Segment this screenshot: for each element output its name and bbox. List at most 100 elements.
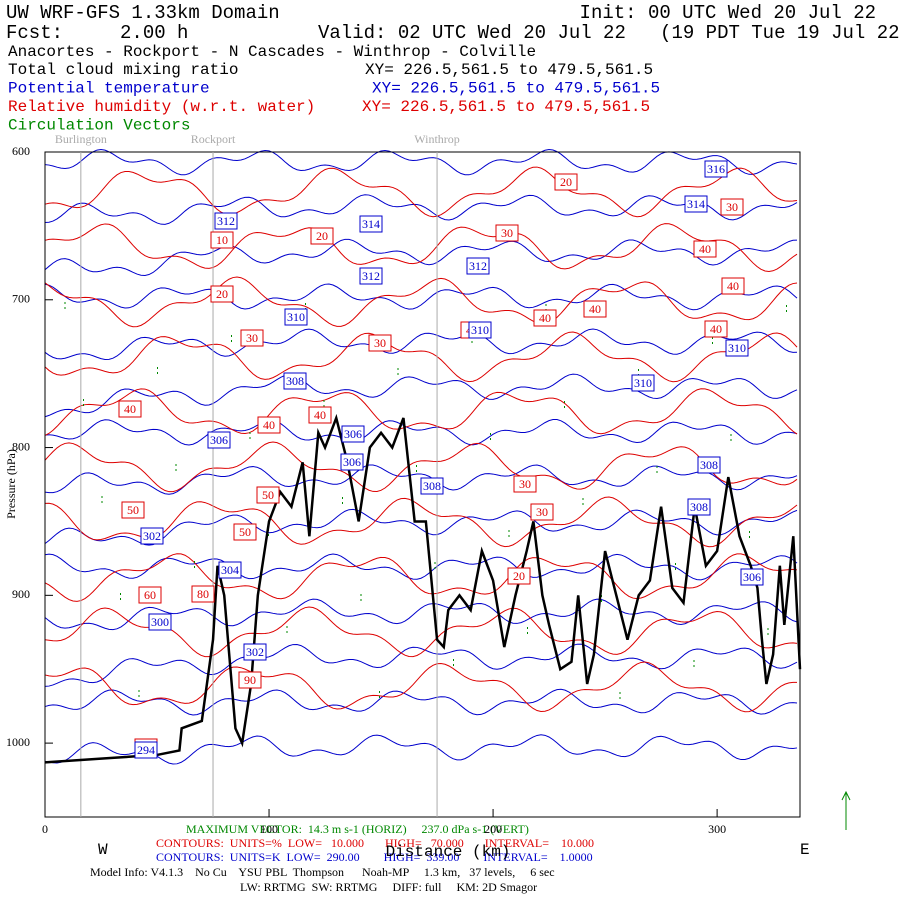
temperature-label: 310 [287,310,305,324]
y-tick-label: 600 [12,144,30,158]
humidity-label: 20 [316,229,328,243]
humidity-label-box [554,173,578,191]
location-name: Winthrop [414,132,460,146]
contour-lines [44,149,798,765]
temperature-label-box [340,453,364,471]
temperature-label: 308 [286,374,304,388]
humidity-label-box [583,300,607,318]
humidity-label-box [720,198,744,216]
temperature-label-box [207,431,231,449]
temperature-contour [44,734,798,765]
humidity-label: 40 [727,279,739,293]
temperature-label-box [283,372,307,390]
humidity-contour [44,276,798,328]
temperature-contour [44,149,798,176]
humidity-label: 40 [699,242,711,256]
humidity-label: 10 [216,233,228,247]
temperature-label: 306 [743,570,761,584]
forecast-hour: Fcst: 2.00 h [6,22,188,44]
x-tick-label: 0 [42,822,48,836]
model-info: Model Info: V4.1.3 No Cu YSU PBL Thompso… [90,865,555,879]
humidity-label: 30 [726,200,738,214]
humidity-label-box [693,240,717,258]
temperature-label: 308 [423,479,441,493]
temperature-label-box [359,215,383,233]
humidity-contour [44,496,798,548]
t-contours: CONTOURS: UNITS=K LOW= 290.00 HIGH= 339.… [156,850,593,864]
x-axis-label: Distance (km) [386,843,511,861]
y-tick-label: 700 [12,292,30,306]
humidity-contour [44,223,798,272]
temperature-label: 304 [221,563,239,577]
humidity-label: 30 [519,477,531,491]
temperature-label-box [359,267,383,285]
temperature-label-box [134,741,158,759]
humidity-label: 40 [589,302,601,316]
temperature-label-box [420,477,444,495]
temperature-contour [44,419,798,446]
physics: LW: RRTMG SW: RRTMG DIFF: full KM: 2D Sm… [240,880,537,894]
west-label: W [98,841,108,859]
humidity-label: 30 [374,336,386,350]
x-tick-label: 300 [708,822,726,836]
temperature-label-box [243,643,267,661]
field-extent: XY= 226.5,561.5 to 479.5,561.5 [362,98,650,116]
humidity-label-box [121,501,145,519]
x-tick-label: 200 [484,822,502,836]
humidity-label-box [257,416,281,434]
temperature-label: 308 [690,500,708,514]
humidity-label: 40 [539,311,551,325]
humidity-label: 90 [244,673,256,687]
temperature-label-box [631,374,655,392]
temperature-contour [44,508,798,546]
humidity-label-box [256,486,280,504]
temperature-label: 316 [707,162,725,176]
valid-time: Valid: 02 UTC Wed 20 Jul 22 (19 PDT Tue … [318,22,900,44]
temperature-contour [44,373,798,418]
temperature-label: 314 [362,217,380,231]
humidity-label-box [240,329,264,347]
temperature-contour [44,328,798,360]
temperature-contour [44,464,798,495]
humidity-label-box [704,320,728,338]
humidity-label: 30 [536,505,548,519]
temperature-label: 310 [634,376,652,390]
humidity-label: 40 [263,418,275,432]
temperature-label: 310 [728,341,746,355]
temperature-contour [44,598,798,631]
terrain [44,413,802,764]
temperature-label-box [148,613,172,631]
x-tick-label: 100 [260,822,278,836]
temperature-label-box [697,456,721,474]
humidity-label-box [310,227,334,245]
humidity-label: 60 [144,588,156,602]
temperature-label: 302 [246,645,264,659]
humidity-label: 40 [314,408,326,422]
humidity-label-box [210,285,234,303]
location-name: Burlington [55,132,107,146]
humidity-label-box [507,567,531,585]
field-name: Potential temperature [8,80,210,98]
temperature-label: 300 [151,615,169,629]
humidity-contour [44,331,798,383]
field-name: Circulation Vectors [8,117,190,135]
field-extent: XY= 226.5,561.5 to 479.5,561.5 [365,61,653,79]
temperature-label: 306 [344,427,362,441]
temperature-label-box [140,527,164,545]
humidity-label-box [233,523,257,541]
temperature-label-box [341,425,365,443]
temperature-label: 302 [143,529,161,543]
temperature-label-box [466,257,490,275]
humidity-label: 40 [710,322,722,336]
temperature-label-box [704,160,728,178]
max-vector: MAXIMUM VECTOR: 14.3 m s-1 (HORIZ) 237.0… [186,822,529,836]
humidity-label: 20 [560,175,572,189]
east-label: E [800,841,810,859]
humidity-label: 30 [501,226,513,240]
temperature-label-box [284,308,308,326]
init-time: Init: 00 UTC Wed 20 Jul 22 [580,2,876,24]
temperature-label-box [740,568,764,586]
rh-contours: CONTOURS: UNITS=% LOW= 10.000 HIGH= 70.0… [156,836,594,850]
temperature-label-box [218,561,242,579]
